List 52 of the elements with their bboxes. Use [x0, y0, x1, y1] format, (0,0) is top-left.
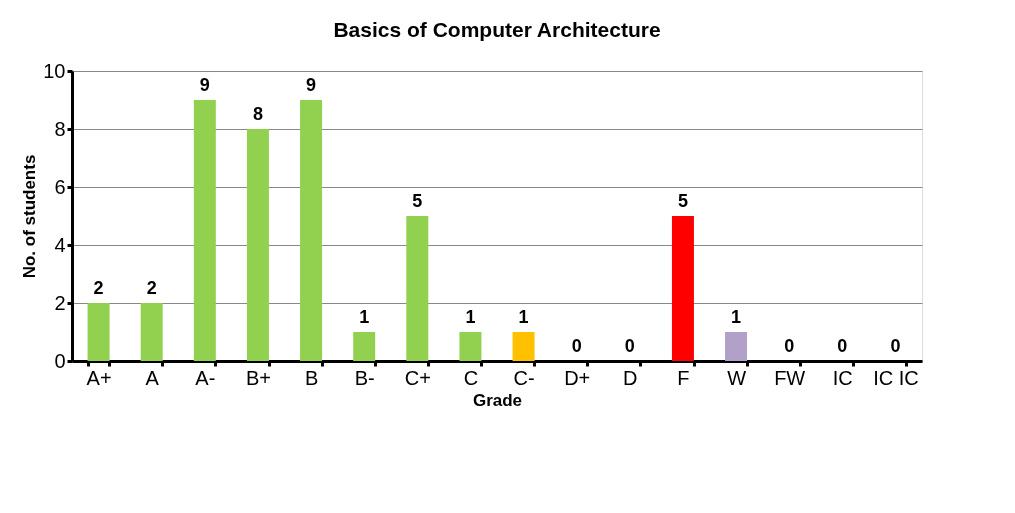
data-label: 1	[518, 307, 529, 327]
x-tick-label: W	[727, 366, 747, 389]
data-label: 2	[146, 278, 157, 298]
data-label: 0	[837, 336, 848, 356]
x-tick-label: A	[145, 366, 160, 389]
data-label: 5	[677, 191, 688, 211]
x-tick-label: F	[677, 366, 690, 389]
x-axis-title: Grade	[472, 390, 523, 410]
bar	[459, 332, 482, 361]
y-tick-label: 10	[43, 59, 66, 82]
bar	[406, 216, 429, 361]
data-label: 1	[465, 307, 476, 327]
y-tick-label: 8	[54, 117, 66, 140]
data-label: 2	[93, 278, 104, 298]
chart-title: Basics of Computer Architecture	[333, 18, 661, 41]
bar	[193, 100, 216, 361]
x-tick-label: B+	[245, 366, 271, 389]
data-label: 0	[571, 336, 582, 356]
x-tick-label: B-	[354, 366, 375, 389]
data-label: 1	[359, 307, 370, 327]
data-label: 9	[199, 75, 210, 95]
y-tick-label: 0	[54, 349, 66, 372]
y-tick-label: 4	[54, 233, 66, 256]
bar	[671, 216, 694, 361]
x-tick-label: B	[304, 366, 319, 389]
bar	[140, 303, 163, 361]
x-tick-label: A+	[86, 366, 112, 389]
x-tick-label: D	[623, 366, 638, 389]
data-label: 0	[890, 336, 901, 356]
x-tick-label: A-	[195, 366, 216, 389]
x-tick-label: C-	[513, 366, 535, 389]
x-tick-label: IC IC	[873, 366, 919, 389]
bar	[725, 332, 748, 361]
data-label: 9	[306, 75, 317, 95]
bar	[87, 303, 110, 361]
x-tick-label: D+	[564, 366, 591, 389]
bar	[353, 332, 376, 361]
x-tick-label: IC	[832, 366, 853, 389]
x-tick-label: C+	[404, 366, 431, 389]
bar	[300, 100, 323, 361]
data-label: 0	[624, 336, 635, 356]
x-tick-label: FW	[774, 366, 806, 389]
y-axis-title: No. of students	[20, 154, 40, 279]
data-label: 8	[252, 104, 263, 124]
y-tick-label: 6	[54, 175, 66, 198]
bar	[512, 332, 535, 361]
data-label: 1	[731, 307, 742, 327]
x-tick-label: C	[463, 366, 479, 389]
y-tick-label: 2	[54, 291, 66, 314]
data-label: 5	[412, 191, 423, 211]
bar	[246, 129, 269, 361]
data-label: 0	[784, 336, 795, 356]
